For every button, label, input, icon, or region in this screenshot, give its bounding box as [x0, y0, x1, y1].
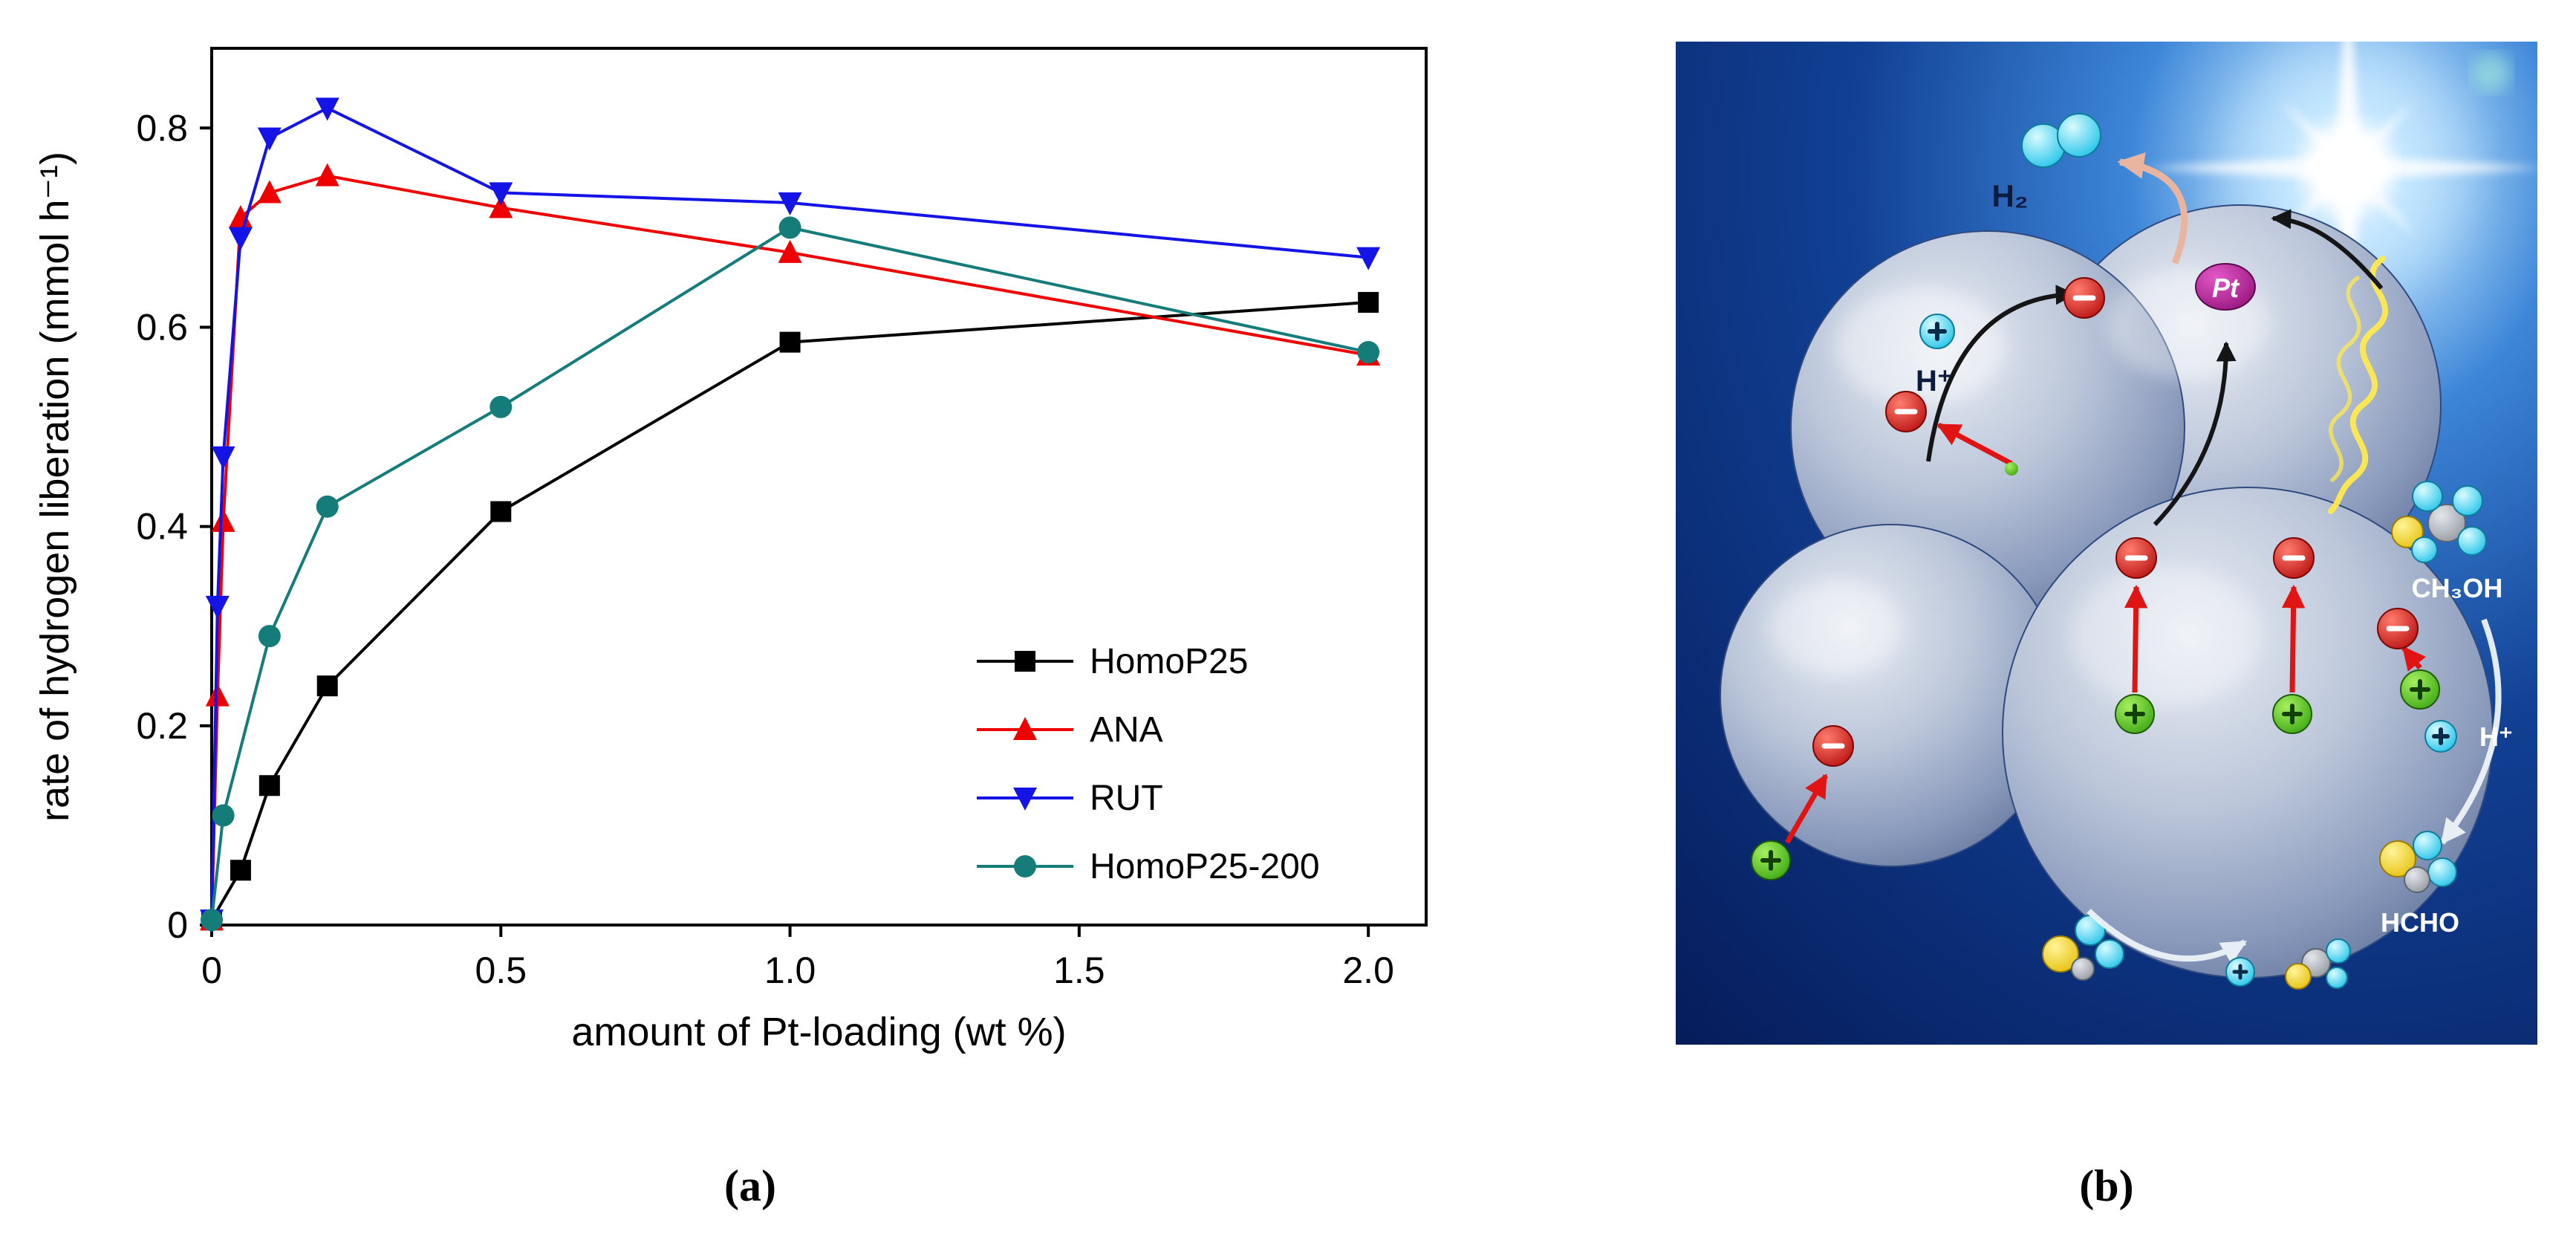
y-tick-label: 0.2 [136, 705, 188, 747]
hcho-molecule: HCHO [2379, 831, 2459, 938]
photocatalysis-diagram: Pt H₂ H⁺ CH₃OH H⁺ HCHO [1676, 0, 2545, 1045]
y-axis-label: rate of hydrogen liberation (mmol h⁻¹) [33, 152, 77, 822]
y-tick-label: 0.6 [136, 306, 188, 348]
series-marker-ANA [211, 508, 235, 532]
x-tick-label: 0.5 [475, 950, 527, 991]
series-marker-ANA [257, 180, 282, 204]
series-marker-HomoP25-200 [212, 804, 235, 827]
series-line-HomoP25-200 [210, 226, 1369, 921]
ch3oh-label: CH₃OH [2412, 573, 2503, 603]
legend-label-RUT: RUT [1090, 779, 1163, 818]
panel-a-label: (a) [724, 1161, 776, 1210]
legend-marker-HomoP25 [1015, 651, 1035, 672]
hcho-label: HCHO [2381, 907, 2459, 938]
bottom-product-molecule [2285, 938, 2351, 990]
holes [1751, 462, 2440, 880]
panel-b: Pt H₂ H⁺ CH₃OH H⁺ HCHO [1676, 0, 2545, 1045]
series-line-HomoP25 [210, 300, 1369, 921]
electrons [1812, 277, 2419, 767]
series-marker-HomoP25 [316, 675, 338, 697]
series-marker-RUT [1356, 247, 1381, 270]
y-tick-label: 0 [167, 904, 188, 946]
legend-label-HomoP25: HomoP25 [1090, 642, 1248, 681]
oxidation-arrow-right [2439, 618, 2502, 845]
h2-release-arrow [2117, 152, 2188, 265]
series-marker-RUT [211, 446, 235, 470]
series-marker-HomoP25-200 [258, 625, 281, 648]
bottom-proton [2225, 957, 2255, 987]
series-marker-HomoP25-200 [778, 216, 801, 239]
series-marker-HomoP25-200 [316, 495, 339, 518]
series-marker-HomoP25 [258, 775, 280, 796]
pt-particle: Pt [2195, 263, 2256, 311]
series-line-ANA [210, 174, 1369, 921]
legend-marker-RUT [1013, 788, 1037, 811]
proton-right: H⁺ [2424, 720, 2513, 753]
h2-label: H₂ [1992, 178, 2029, 213]
excitation-arrows [1784, 422, 2427, 844]
h-plus-right-label: H⁺ [2479, 721, 2513, 752]
series-marker-HomoP25 [230, 860, 251, 881]
series-marker-HomoP25 [490, 501, 512, 522]
series-marker-RUT [778, 192, 802, 215]
legend-marker-ANA [1013, 717, 1037, 740]
x-tick-label: 0 [201, 950, 222, 991]
series-marker-ANA [205, 683, 230, 707]
tio2-spheres [1720, 204, 2494, 979]
panel-a: 0 0.5 1.0 1.5 2.0 0 0.2 0.4 0.6 0.8 amount of Pt-l… [22, 4, 1478, 1066]
proton-left: H⁺ [1916, 314, 1955, 398]
series-marker-RUT [228, 227, 253, 250]
series-marker-ANA [489, 195, 513, 218]
series-marker-HomoP25-200 [489, 395, 513, 418]
series-marker-RUT [257, 127, 282, 151]
series-marker-ANA [315, 163, 339, 186]
light-ray-squiggle [2328, 256, 2388, 514]
ch3oh-molecule: CH₃OH [2391, 481, 2503, 603]
y-tick-label: 0.8 [136, 107, 188, 149]
series-marker-RUT [489, 182, 513, 206]
x-axis-label: amount of Pt-loading (wt %) [571, 1010, 1066, 1054]
hydrogen-rate-chart: 0 0.5 1.0 1.5 2.0 0 0.2 0.4 0.6 0.8 amount of Pt-l… [33, 47, 1428, 1054]
series-marker-RUT [205, 595, 230, 619]
h-plus-left-label: H⁺ [1916, 365, 1953, 398]
y-tick-label: 0.4 [136, 506, 188, 548]
series-marker-HomoP25 [779, 331, 801, 353]
x-tick-label: 1.0 [764, 950, 816, 991]
x-tick-label: 1.5 [1053, 950, 1105, 991]
series-marker-ANA [778, 239, 802, 263]
sun-flare-icon [2144, 0, 2545, 361]
adsorbed-methanol [2042, 915, 2124, 981]
pt-label: Pt [2212, 273, 2240, 303]
electron-path-arrows [1926, 209, 2384, 527]
legend-label-ANA: ANA [1090, 710, 1163, 750]
legend-label-HomoP25-200: HomoP25-200 [1090, 847, 1320, 886]
series-marker-HomoP25 [1358, 291, 1379, 313]
series-marker-HomoP25-200 [201, 909, 223, 932]
panel-b-label: (b) [2079, 1161, 2134, 1210]
series-marker-HomoP25-200 [1357, 340, 1380, 363]
oxidation-arrow-bottom [2087, 909, 2247, 964]
legend-marker-HomoP25-200 [1014, 855, 1036, 877]
h2-molecule: H₂ [1992, 113, 2188, 265]
series-marker-RUT [315, 97, 339, 121]
plot-frame [210, 47, 1428, 927]
x-tick-label: 2.0 [1342, 950, 1394, 991]
